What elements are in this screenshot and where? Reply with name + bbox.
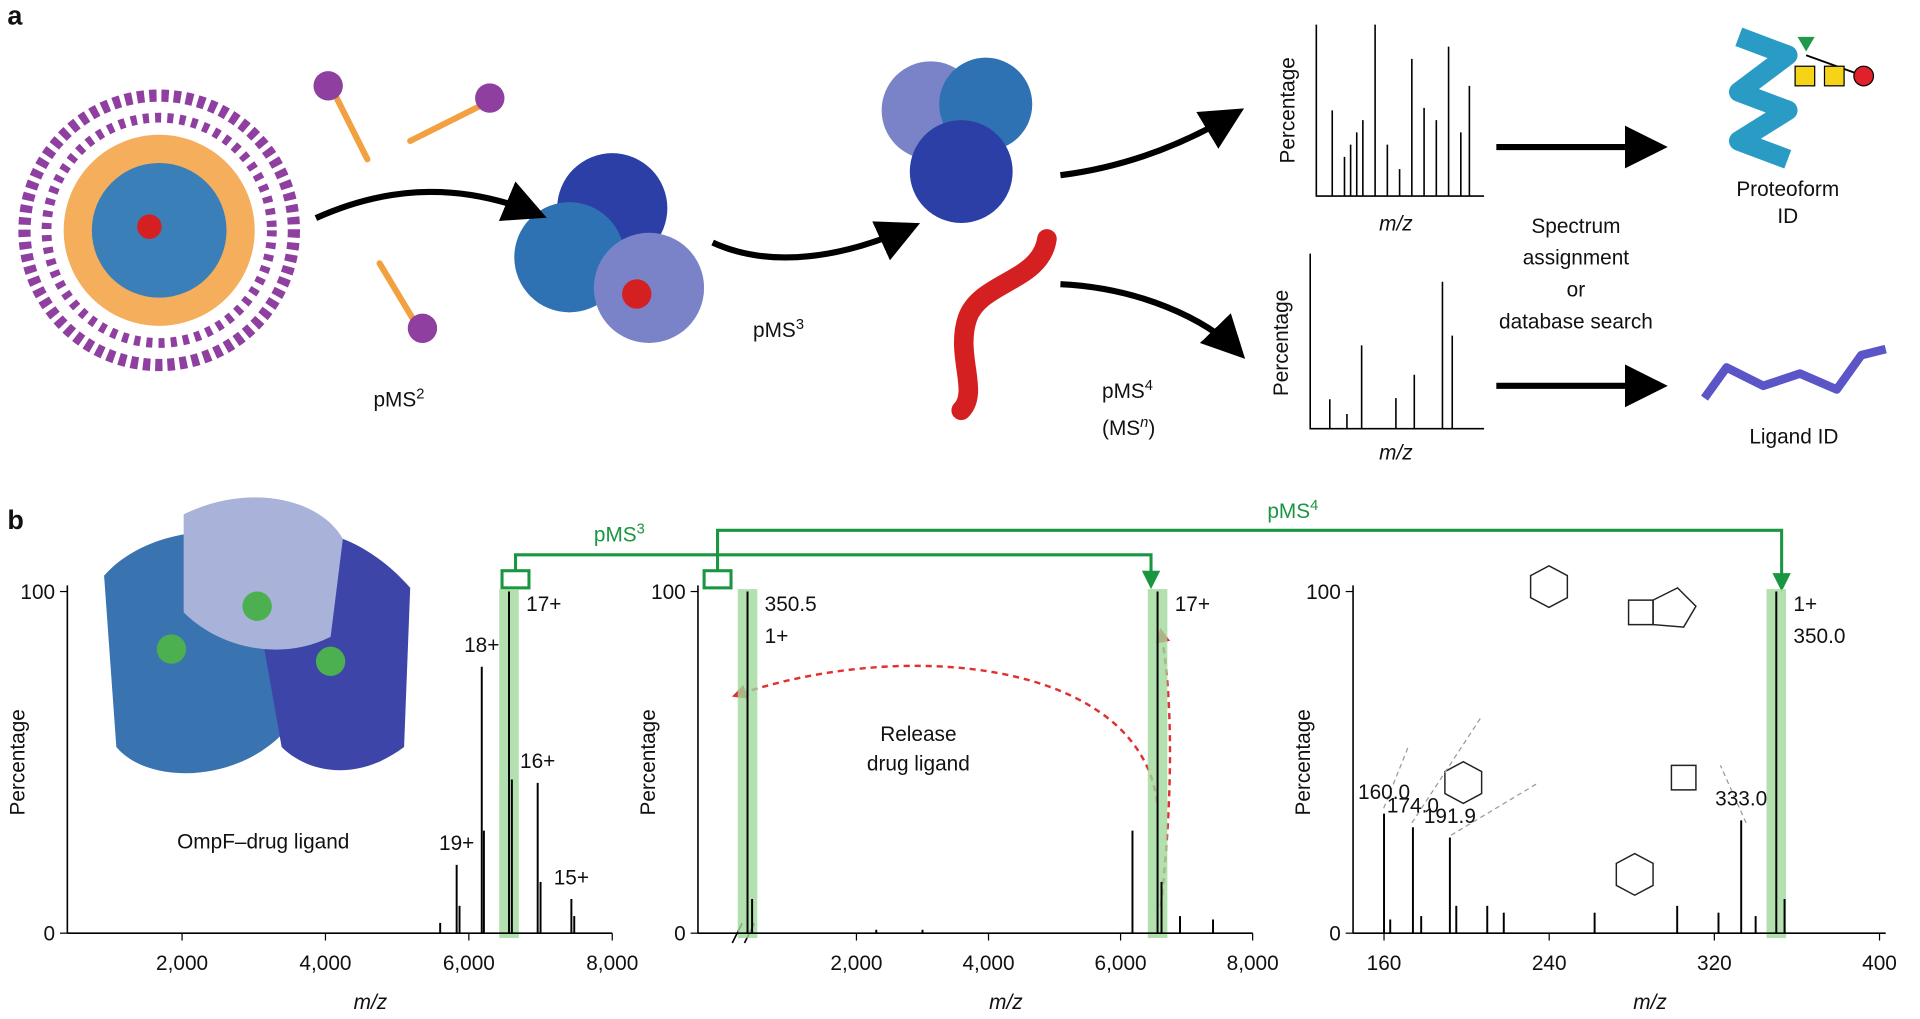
msn-label-part: ) — [1148, 417, 1155, 440]
ompf-illustration — [104, 497, 411, 774]
x-tick-label: 2,000 — [830, 952, 882, 975]
panel-label: b — [7, 505, 23, 535]
step-label-part: pMS — [753, 319, 796, 342]
process-arrows — [314, 108, 1668, 408]
peak-label: 191.9 — [1424, 805, 1476, 828]
peak-label: 174.0 — [1387, 795, 1439, 818]
detergent-molecules — [313, 71, 505, 343]
axis-title: m/z — [1379, 212, 1413, 235]
x-tick-label: 4,000 — [962, 952, 1014, 975]
step-label-part: 3 — [796, 317, 804, 333]
axis-title: m/z — [989, 991, 1023, 1014]
x-tick-label: 4,000 — [299, 952, 351, 975]
axis-title: Percentage — [1276, 57, 1299, 163]
peak-label: 350.0 — [1793, 625, 1845, 648]
output-label: Proteoform — [1736, 178, 1839, 201]
y-tick-label: 0 — [674, 923, 686, 946]
output-label: ID — [1777, 205, 1798, 228]
transition-label-part: 4 — [1310, 498, 1318, 514]
peak-label: 1+ — [765, 625, 789, 648]
msn-label-part: (MS — [1102, 417, 1140, 440]
peak-label: 17+ — [1175, 593, 1210, 616]
y-tick-label: 100 — [1306, 581, 1341, 604]
x-tick-label: 400 — [1862, 952, 1897, 975]
peak-label: 333.0 — [1715, 788, 1767, 811]
transition-connectors — [500, 528, 1791, 592]
axis-title: Percentage — [637, 709, 660, 815]
peak-label: 16+ — [520, 750, 555, 773]
axis-title: Percentage — [1270, 290, 1293, 396]
step-label-part: 4 — [1145, 378, 1153, 394]
peak-label: 18+ — [464, 634, 499, 657]
transition-label: pMS4 — [1267, 498, 1318, 523]
step-label-part: pMS — [373, 389, 416, 412]
mini-spectrum — [1309, 24, 1485, 430]
search-text: Spectrum — [1531, 215, 1620, 238]
annotation-leaders — [1383, 716, 1747, 836]
inset-label: OmpF–drug ligand — [177, 831, 349, 854]
axis-title: Percentage — [1292, 709, 1315, 815]
output-label: Ligand ID — [1749, 425, 1838, 448]
y-tick-label: 0 — [1329, 923, 1341, 946]
axis-title: Percentage — [6, 709, 29, 815]
release-label: drug ligand — [867, 752, 970, 775]
transition-label-part: 3 — [637, 521, 645, 537]
peak-label: 17+ — [526, 593, 561, 616]
panel-label: a — [7, 1, 23, 31]
release-arrow — [731, 664, 1159, 803]
transition-label-part: pMS — [594, 523, 637, 546]
search-text: or — [1567, 278, 1586, 301]
step-label-part: pMS — [1102, 380, 1145, 403]
step-label: pMS3 — [753, 317, 804, 342]
x-tick-label: 6,000 — [443, 952, 495, 975]
x-tick-label: 8,000 — [586, 952, 638, 975]
axis-title: m/z — [1633, 991, 1667, 1014]
transition-label: pMS3 — [594, 521, 645, 546]
proteoform-illustration — [1728, 27, 1875, 169]
release-label: Release — [880, 723, 956, 746]
x-tick-label: 8,000 — [1227, 952, 1279, 975]
ligand-illustration — [1701, 344, 1887, 401]
search-text: database search — [1499, 310, 1653, 333]
y-tick-label: 100 — [20, 581, 55, 604]
x-tick-label: 6,000 — [1095, 952, 1147, 975]
msn-label: (MSn) — [1102, 415, 1155, 440]
peak-label: 1+ — [1793, 593, 1817, 616]
x-tick-label: 160 — [1367, 952, 1402, 975]
axis-title: m/z — [1379, 441, 1413, 464]
peak-label: 19+ — [439, 832, 474, 855]
protein-complex-fragment — [881, 57, 1033, 223]
x-tick-label: 320 — [1697, 952, 1732, 975]
step-label-part: 2 — [416, 387, 424, 403]
protein-complex — [514, 153, 705, 343]
peak-label: 15+ — [554, 866, 589, 889]
axis-title: m/z — [354, 991, 388, 1014]
micelle-illustration — [18, 89, 300, 372]
y-tick-label: 0 — [44, 923, 56, 946]
search-text: assignment — [1523, 247, 1630, 270]
x-tick-label: 240 — [1532, 952, 1567, 975]
transition-label-part: pMS — [1267, 500, 1310, 523]
step-label: pMS2 — [373, 387, 424, 412]
msn-label-part: n — [1140, 415, 1148, 431]
step-label: pMS4 — [1102, 378, 1153, 403]
y-tick-label: 100 — [651, 581, 686, 604]
x-tick-label: 2,000 — [156, 952, 208, 975]
released-ligand — [951, 229, 1057, 421]
peak-label: 350.5 — [765, 593, 817, 616]
peak-label: 160.0 — [1358, 781, 1410, 804]
molecule-sketches — [1444, 564, 1697, 897]
